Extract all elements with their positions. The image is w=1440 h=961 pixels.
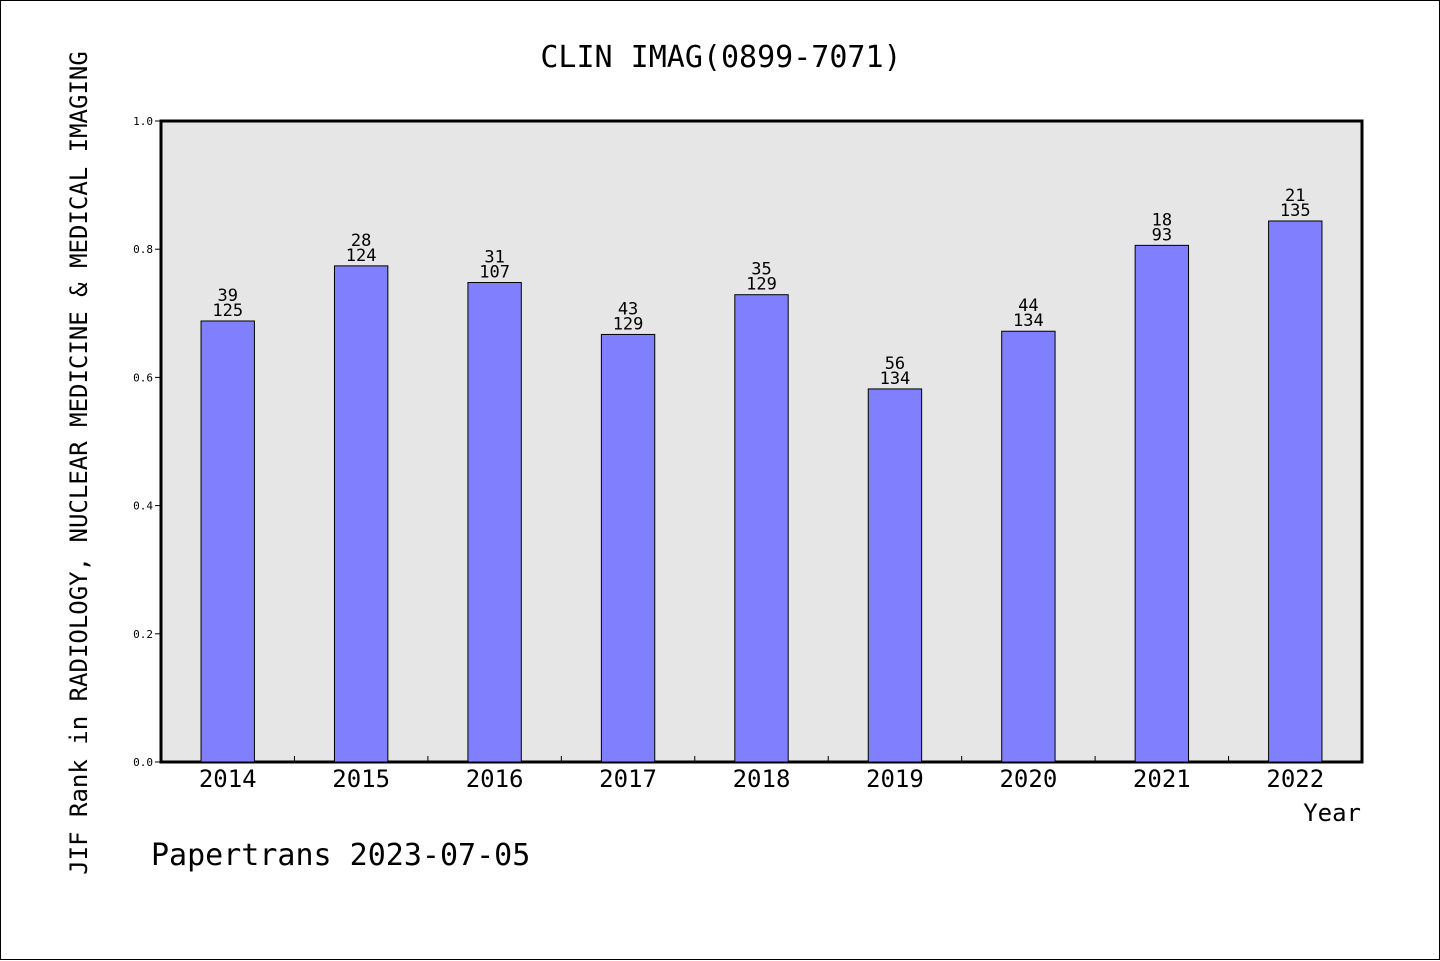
bar-2016 bbox=[467, 282, 522, 763]
bar-rank-label: 43 bbox=[618, 299, 638, 319]
y-tick-label: 0.0 bbox=[133, 756, 153, 769]
x-tick-label: 2017 bbox=[599, 765, 657, 793]
bar-2017 bbox=[600, 333, 656, 763]
bar-total-label: 134 bbox=[880, 369, 911, 389]
chart-title: CLIN IMAG(0899-7071) bbox=[540, 40, 901, 75]
bar-rank-label: 31 bbox=[484, 248, 504, 268]
bar-total-label: 124 bbox=[346, 246, 377, 266]
bar-2019 bbox=[867, 388, 923, 763]
x-tick-label: 2021 bbox=[1133, 765, 1191, 793]
bar-2021 bbox=[1134, 244, 1190, 763]
bar-total-label: 129 bbox=[746, 275, 777, 295]
bar-total-label: 107 bbox=[479, 263, 510, 283]
bar-2018 bbox=[734, 294, 789, 763]
bar-rank-label: 44 bbox=[1018, 296, 1038, 316]
y-tick-label: 0.4 bbox=[133, 500, 153, 513]
footer-credit: Papertrans 2023-07-05 bbox=[151, 838, 530, 873]
bar-total-label: 134 bbox=[1013, 311, 1044, 331]
x-tick-label: 2018 bbox=[733, 765, 791, 793]
bar-total-label: 93 bbox=[1152, 225, 1172, 245]
bar-2022 bbox=[1268, 220, 1323, 763]
bar-rank-label: 35 bbox=[751, 260, 771, 280]
y-tick-label: 0.6 bbox=[133, 371, 153, 384]
bar-rank-label: 56 bbox=[885, 354, 905, 374]
x-tick-label: 2020 bbox=[999, 765, 1057, 793]
y-tick-label: 1.0 bbox=[133, 115, 153, 128]
bar-total-label: 125 bbox=[212, 301, 243, 321]
y-axis: 0.0 0.2 0.4 0.6 0.8 1.0 bbox=[133, 115, 161, 769]
bar-total-label: 129 bbox=[613, 314, 644, 334]
y-tick-label: 0.2 bbox=[133, 628, 153, 641]
bar-rank-label: 39 bbox=[217, 286, 237, 306]
x-tick-label: 2022 bbox=[1266, 765, 1324, 793]
bar-2014 bbox=[200, 320, 255, 763]
x-tick-label: 2016 bbox=[466, 765, 524, 793]
bar-2015 bbox=[333, 265, 389, 763]
x-axis-label: Year bbox=[1303, 799, 1361, 827]
bars-group bbox=[200, 220, 1323, 763]
y-tick-label: 0.8 bbox=[133, 243, 153, 256]
bar-rank-label: 28 bbox=[351, 231, 371, 251]
x-tick-label: 2014 bbox=[199, 765, 257, 793]
bar-2020 bbox=[1001, 330, 1056, 763]
bar-rank-label: 18 bbox=[1152, 210, 1172, 230]
x-axis: 2014 2015 2016 2017 2018 2019 2020 2021 2022 bbox=[199, 756, 1324, 793]
x-tick-label: 2019 bbox=[866, 765, 924, 793]
x-tick-label: 2015 bbox=[332, 765, 390, 793]
bar-total-label: 135 bbox=[1280, 201, 1311, 221]
y-axis-label: JIF Rank in RADIOLOGY, NUCLEAR MEDICINE … bbox=[65, 51, 93, 875]
bar-rank-label: 21 bbox=[1285, 186, 1305, 206]
